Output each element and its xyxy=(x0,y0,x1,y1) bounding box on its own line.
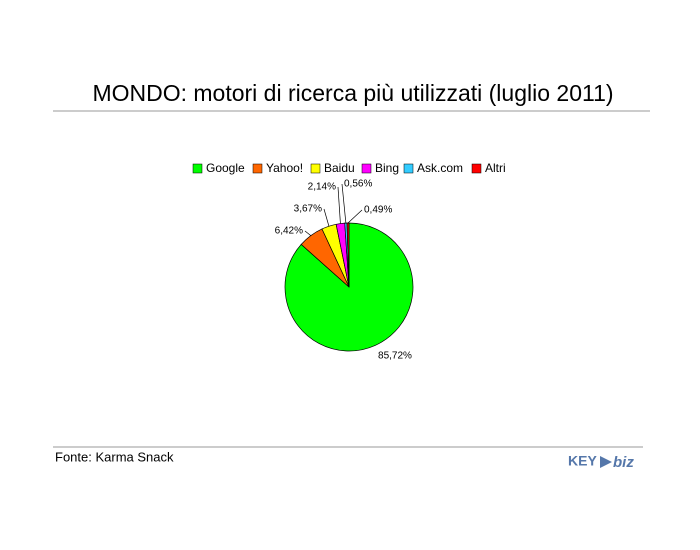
leader-line xyxy=(341,183,347,224)
source: Fonte: Karma Snack xyxy=(55,449,174,464)
legend-swatch xyxy=(192,163,203,174)
chart-title: MONDO: motori di ricerca più utilizzati … xyxy=(92,80,613,106)
legend-swatch xyxy=(252,163,263,174)
data-label: 6,42% xyxy=(275,226,303,237)
data-label: 2,14% xyxy=(308,182,336,193)
legend-swatch xyxy=(471,163,482,174)
leader-line xyxy=(323,208,330,227)
data-label: 0,49% xyxy=(364,205,392,216)
legend-label: Bing xyxy=(375,161,399,175)
legend-label: Ask.com xyxy=(417,161,463,175)
logo-left: KEY xyxy=(568,453,597,469)
data-label: 3,67% xyxy=(294,204,322,215)
legend-swatch xyxy=(361,163,372,174)
legend-label: Google xyxy=(206,161,245,175)
leader-line xyxy=(337,186,341,224)
legend-label: Yahoo! xyxy=(266,161,303,175)
logo-arrow xyxy=(600,456,612,468)
legend-label: Altri xyxy=(485,161,506,175)
data-label: 0,56% xyxy=(344,179,372,190)
data-label: 85,72% xyxy=(378,351,412,362)
pie-slice xyxy=(284,222,414,352)
leader-line xyxy=(347,209,363,224)
legend-swatch xyxy=(310,163,321,174)
logo-right: biz xyxy=(613,454,634,471)
pie-slice xyxy=(346,222,350,288)
legend-swatch xyxy=(403,163,414,174)
legend-label: Baidu xyxy=(324,161,355,175)
leader-line xyxy=(304,230,312,236)
logo: KEY biz xyxy=(568,453,634,471)
